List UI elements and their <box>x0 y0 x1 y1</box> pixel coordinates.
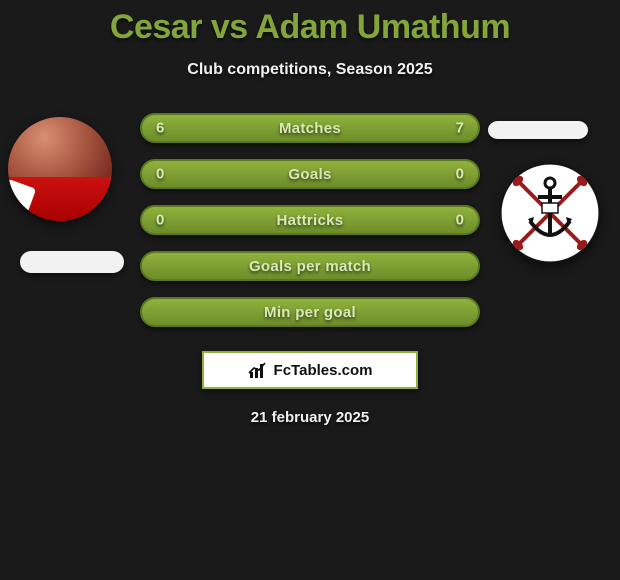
comparison-stage: 6 Matches 7 0 Goals 0 0 Hattricks 0 Goal… <box>0 117 620 457</box>
branding-box: FcTables.com <box>202 351 418 389</box>
footer-date: 21 february 2025 <box>251 409 369 426</box>
stat-right-value: 7 <box>456 120 464 137</box>
stat-label: Goals <box>288 166 331 183</box>
player-left-flag-ellipse <box>20 251 124 273</box>
stat-left-value: 0 <box>156 212 164 229</box>
stat-left-value: 0 <box>156 166 164 183</box>
stat-pill-matches: 6 Matches 7 <box>140 113 480 143</box>
stat-label: Goals per match <box>249 258 371 275</box>
stat-right-value: 0 <box>456 166 464 183</box>
stat-pill-min-per-goal: Min per goal <box>140 297 480 327</box>
stat-pill-list: 6 Matches 7 0 Goals 0 0 Hattricks 0 Goal… <box>140 113 480 343</box>
stat-right-value: 0 <box>456 212 464 229</box>
stat-label: Min per goal <box>264 304 356 321</box>
stat-left-value: 6 <box>156 120 164 137</box>
stat-label: Hattricks <box>277 212 344 229</box>
player-left-avatar <box>8 117 112 221</box>
bar-chart-icon <box>248 360 268 380</box>
stat-pill-goals: 0 Goals 0 <box>140 159 480 189</box>
subtitle: Club competitions, Season 2025 <box>0 61 620 79</box>
branding-text: FcTables.com <box>274 362 373 379</box>
club-crest-icon <box>500 163 600 263</box>
player-right-flag-ellipse <box>488 121 588 139</box>
stat-label: Matches <box>279 120 341 137</box>
page-title: Cesar vs Adam Umathum <box>0 0 620 47</box>
stat-pill-hattricks: 0 Hattricks 0 <box>140 205 480 235</box>
player-right-club-crest <box>500 163 600 263</box>
stat-pill-goals-per-match: Goals per match <box>140 251 480 281</box>
